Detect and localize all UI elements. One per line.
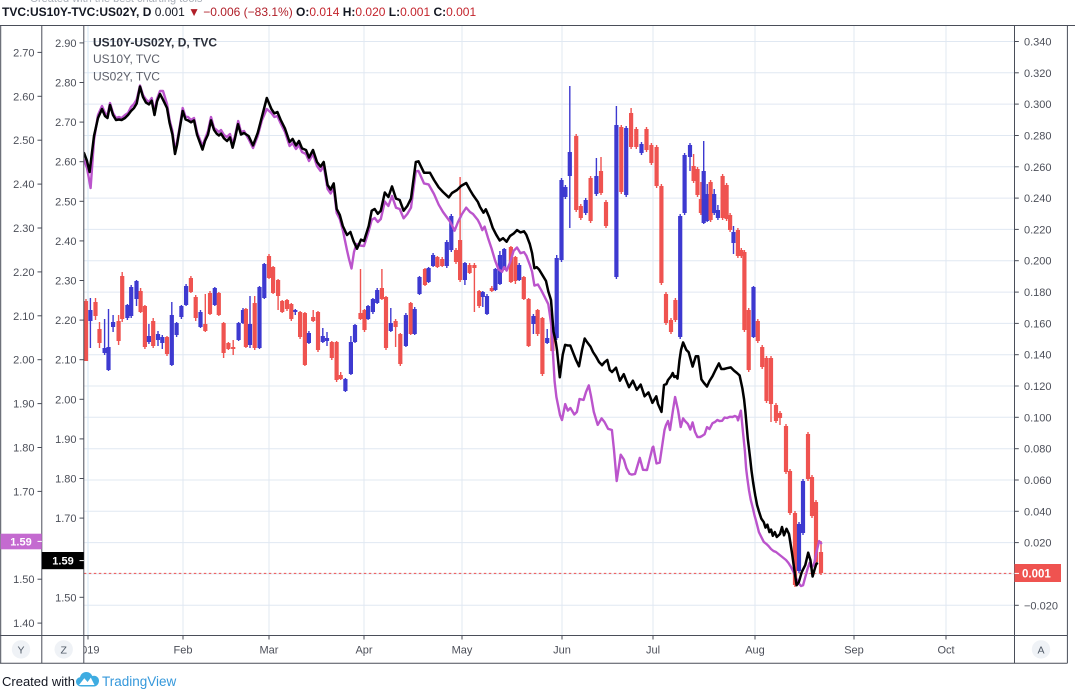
svg-text:0.260: 0.260 [1024,162,1052,174]
svg-text:2.60: 2.60 [13,91,34,103]
svg-text:Jul: Jul [646,645,660,657]
svg-text:−0.020: −0.020 [1024,600,1058,612]
svg-text:0.040: 0.040 [1024,506,1052,518]
svg-text:0.020: 0.020 [1024,538,1052,550]
svg-text:2.50: 2.50 [13,135,34,147]
svg-text:0.160: 0.160 [1024,318,1052,330]
svg-text:Created with: Created with [2,674,75,689]
svg-text:2.70: 2.70 [13,47,34,59]
svg-text:2.90: 2.90 [55,38,76,50]
svg-text:Apr: Apr [355,645,372,657]
svg-text:0.180: 0.180 [1024,287,1052,299]
svg-text:1.70: 1.70 [55,513,76,525]
svg-text:0.120: 0.120 [1024,381,1052,393]
svg-text:0.060: 0.060 [1024,475,1052,487]
svg-text:1.59: 1.59 [10,537,31,549]
svg-text:2.40: 2.40 [13,179,34,191]
svg-text:US10Y-US02Y, D, TVC: US10Y-US02Y, D, TVC [93,36,217,50]
svg-text:0.320: 0.320 [1024,68,1052,80]
svg-text:0.100: 0.100 [1024,412,1052,424]
svg-text:1.80: 1.80 [55,474,76,486]
svg-text:2019: 2019 [75,645,99,657]
svg-text:2.70: 2.70 [55,117,76,129]
svg-text:Feb: Feb [174,645,193,657]
svg-text:1.70: 1.70 [13,486,34,498]
svg-text:0.340: 0.340 [1024,37,1052,49]
svg-text:Mar: Mar [260,645,279,657]
svg-text:US10Y, TVC: US10Y, TVC [93,52,160,66]
svg-text:1.80: 1.80 [13,443,34,455]
svg-text:0.140: 0.140 [1024,350,1052,362]
svg-text:0.300: 0.300 [1024,99,1052,111]
svg-text:1.90: 1.90 [55,434,76,446]
svg-text:2.10: 2.10 [13,311,34,323]
svg-text:1.59: 1.59 [52,556,73,568]
svg-text:2.30: 2.30 [55,276,76,288]
svg-text:0.240: 0.240 [1024,193,1052,205]
svg-text:Created with the best charting: Created with the best charting tools [30,0,203,5]
svg-text:Jun: Jun [553,645,571,657]
svg-text:0.200: 0.200 [1024,256,1052,268]
svg-text:2.30: 2.30 [13,223,34,235]
svg-text:2.20: 2.20 [55,315,76,327]
svg-text:TradingView: TradingView [102,674,177,689]
svg-text:0.080: 0.080 [1024,444,1052,456]
svg-text:2.50: 2.50 [55,196,76,208]
svg-text:0.001: 0.001 [1022,568,1051,580]
svg-text:May: May [452,645,473,657]
svg-text:Y: Y [17,644,24,656]
svg-text:2.20: 2.20 [13,267,34,279]
svg-text:Z: Z [60,644,67,656]
svg-text:1.40: 1.40 [13,618,34,630]
svg-text:0.280: 0.280 [1024,131,1052,143]
svg-text:2.80: 2.80 [55,78,76,90]
svg-text:2.40: 2.40 [55,236,76,248]
svg-text:2.00: 2.00 [13,355,34,367]
svg-text:Oct: Oct [937,645,954,657]
svg-text:2.60: 2.60 [55,157,76,169]
svg-text:US02Y, TVC: US02Y, TVC [93,70,160,84]
svg-text:1.50: 1.50 [13,574,34,586]
svg-text:2.00: 2.00 [55,394,76,406]
svg-text:1.50: 1.50 [55,592,76,604]
svg-text:A: A [1037,644,1044,656]
svg-text:0.220: 0.220 [1024,224,1052,236]
svg-text:2.10: 2.10 [55,355,76,367]
svg-text:TVC:US10Y-TVC:US02Y, D 0.001 ▼: TVC:US10Y-TVC:US02Y, D 0.001 ▼ −0.006 (−… [2,5,476,19]
svg-text:Sep: Sep [844,645,864,657]
svg-text:1.90: 1.90 [13,399,34,411]
svg-text:Aug: Aug [745,645,765,657]
